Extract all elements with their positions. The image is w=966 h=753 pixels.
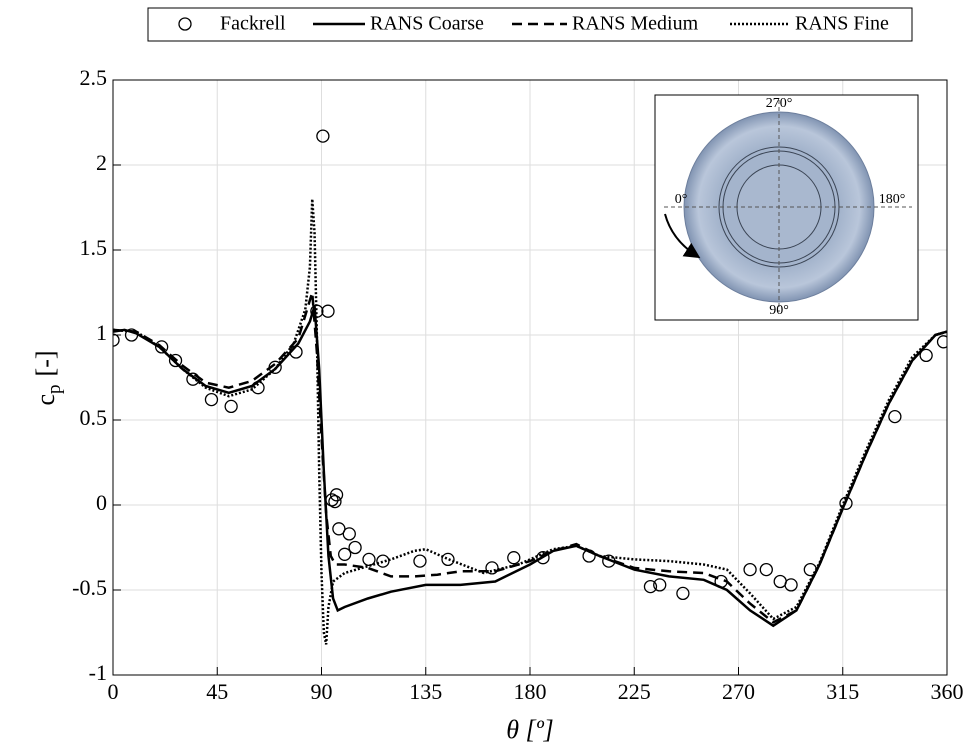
data-point [362, 552, 376, 567]
y-tick-label: 1 [96, 320, 107, 345]
data-point [839, 496, 853, 510]
data-point [676, 586, 690, 601]
data-point [224, 399, 238, 414]
data-point [784, 578, 798, 592]
inset-label: 180° [879, 192, 906, 207]
data-point [154, 340, 169, 354]
data-point [338, 547, 352, 561]
y-label-subscript: p [44, 384, 65, 394]
x-tick-label: 0 [108, 679, 119, 704]
data-point [919, 348, 933, 363]
inset-label: 270° [766, 96, 793, 111]
data-point [113, 333, 120, 347]
y-label-main: c [31, 394, 60, 406]
x-tick-label: 315 [826, 679, 859, 704]
data-point [348, 540, 362, 555]
x-tick-label: 360 [931, 679, 964, 704]
data-point [653, 578, 667, 592]
plot-area [113, 129, 947, 645]
y-tick-label: 0 [96, 490, 107, 515]
x-axis-label: θ [º] [506, 715, 554, 744]
x-tick-label: 225 [618, 679, 651, 704]
x-tick-label: 135 [409, 679, 442, 704]
y-tick-label: -0.5 [72, 575, 107, 600]
data-point [321, 304, 335, 318]
y-axis-label: cp [-] [31, 350, 65, 405]
legend-label: RANS Fine [795, 13, 889, 35]
data-point [316, 129, 330, 143]
data-point [643, 579, 658, 594]
legend-marker [178, 17, 192, 31]
x-tick-label: 270 [722, 679, 755, 704]
series-line [113, 305, 947, 628]
data-point [507, 551, 521, 565]
data-point [888, 409, 902, 424]
inset-label: 90° [769, 303, 789, 318]
inset-label: 0° [675, 192, 688, 207]
legend-label: RANS Medium [572, 13, 699, 35]
y-tick-label: 1.5 [80, 235, 108, 260]
data-point [485, 561, 499, 575]
y-label-unit: [-] [31, 350, 60, 376]
legend-label: Fackrell [220, 13, 286, 35]
x-tick-label: 45 [206, 679, 228, 704]
data-point [204, 392, 219, 407]
data-point [328, 494, 342, 509]
data-point [759, 562, 773, 577]
data-point [342, 527, 356, 541]
y-tick-label: -1 [89, 660, 107, 685]
data-point [441, 552, 455, 567]
data-point [168, 353, 183, 368]
axes-box [112, 79, 948, 676]
y-tick-label: 0.5 [80, 405, 108, 430]
data-point [329, 488, 344, 502]
data-point [743, 562, 757, 577]
data-point [936, 335, 947, 349]
legend-label: RANS Coarse [370, 13, 484, 35]
data-point [332, 522, 346, 536]
rotation-arrow [664, 213, 701, 259]
series-line [113, 198, 947, 645]
x-tick-label: 90 [311, 679, 333, 704]
y-tick-label: 2 [96, 150, 107, 175]
x-tick-label: 180 [514, 679, 547, 704]
data-point [413, 554, 427, 568]
inset: 270° 0° 180° 90° [654, 94, 919, 321]
legend: Fackrell RANS Coarse RANS Medium RANS Fine [178, 13, 889, 35]
y-tick-label: 2.5 [80, 65, 108, 90]
data-point [536, 551, 550, 565]
